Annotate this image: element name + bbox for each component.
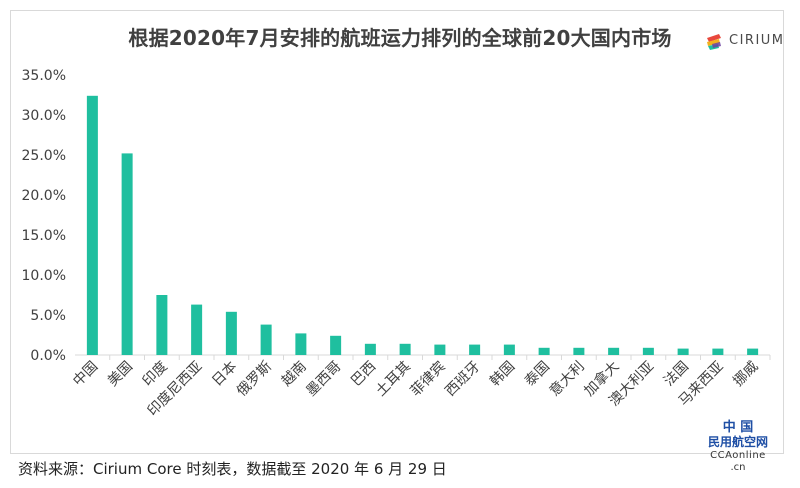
x-tick-label: 意大利: [546, 358, 588, 400]
watermark-line1: 中 国: [722, 420, 754, 435]
bar: [503, 344, 515, 355]
x-tick-label: 印度: [140, 359, 171, 390]
watermark-line4: .cn: [730, 462, 746, 473]
chart-title: 根据2020年7月安排的航班运力排列的全球前20大国内市场: [128, 26, 672, 50]
y-tick-label: 35.0%: [22, 68, 66, 84]
x-tick-label: 法国: [661, 359, 692, 390]
x-tick-label: 韩国: [487, 359, 518, 390]
bar: [86, 95, 98, 356]
x-tick-label: 挪威: [730, 359, 761, 390]
bar: [399, 343, 411, 355]
y-tick-label: 20.0%: [22, 188, 66, 204]
bar: [191, 304, 203, 355]
bar: [538, 347, 550, 355]
chart-frame: [10, 10, 784, 454]
x-tick-label: 菲律宾: [408, 359, 449, 400]
bar: [608, 347, 620, 355]
bar: [260, 324, 272, 355]
bar: [712, 348, 724, 355]
y-tick-label: 5.0%: [30, 308, 66, 324]
bar: [225, 311, 237, 355]
x-tick-label: 中国: [70, 359, 101, 390]
watermark-line2: 民用航空网: [707, 435, 768, 449]
y-tick-label: 0.0%: [30, 348, 66, 364]
x-tick-label: 俄罗斯: [234, 359, 275, 400]
source-note: 资料来源：Cirium Core 时刻表，数据截至 2020 年 6 月 29 …: [18, 460, 447, 478]
bar: [677, 348, 689, 355]
watermark: 中 国 民用航空网 CCAonline .cn: [690, 420, 786, 474]
y-tick-label: 30.0%: [22, 108, 66, 124]
cirium-logo-text: CIRIUM: [729, 33, 785, 48]
bar: [156, 295, 168, 355]
x-tick-label: 西班牙: [442, 359, 483, 400]
x-tick-label: 日本: [209, 359, 240, 390]
bar: [330, 335, 342, 355]
watermark-line3: CCAonline: [710, 450, 766, 461]
x-tick-label: 美国: [105, 359, 136, 390]
bar: [434, 344, 446, 355]
bar: [295, 333, 307, 355]
bar: [121, 153, 133, 355]
bar: [747, 348, 759, 355]
x-tick-label: 土耳其: [373, 359, 414, 400]
cirium-logo: CIRIUM: [705, 30, 785, 52]
y-tick-label: 25.0%: [22, 148, 66, 164]
bar: [573, 347, 585, 355]
x-tick-label: 越南: [279, 359, 310, 390]
y-tick-label: 10.0%: [22, 268, 66, 284]
x-tick-label: 墨西哥: [303, 359, 344, 400]
x-tick-label: 巴西: [348, 359, 379, 390]
y-tick-label: 15.0%: [22, 228, 66, 244]
bar: [469, 344, 481, 355]
cirium-logo-icon: [707, 34, 721, 50]
bar: [364, 343, 376, 355]
bar: [642, 347, 654, 355]
x-tick-label: 泰国: [522, 359, 553, 390]
